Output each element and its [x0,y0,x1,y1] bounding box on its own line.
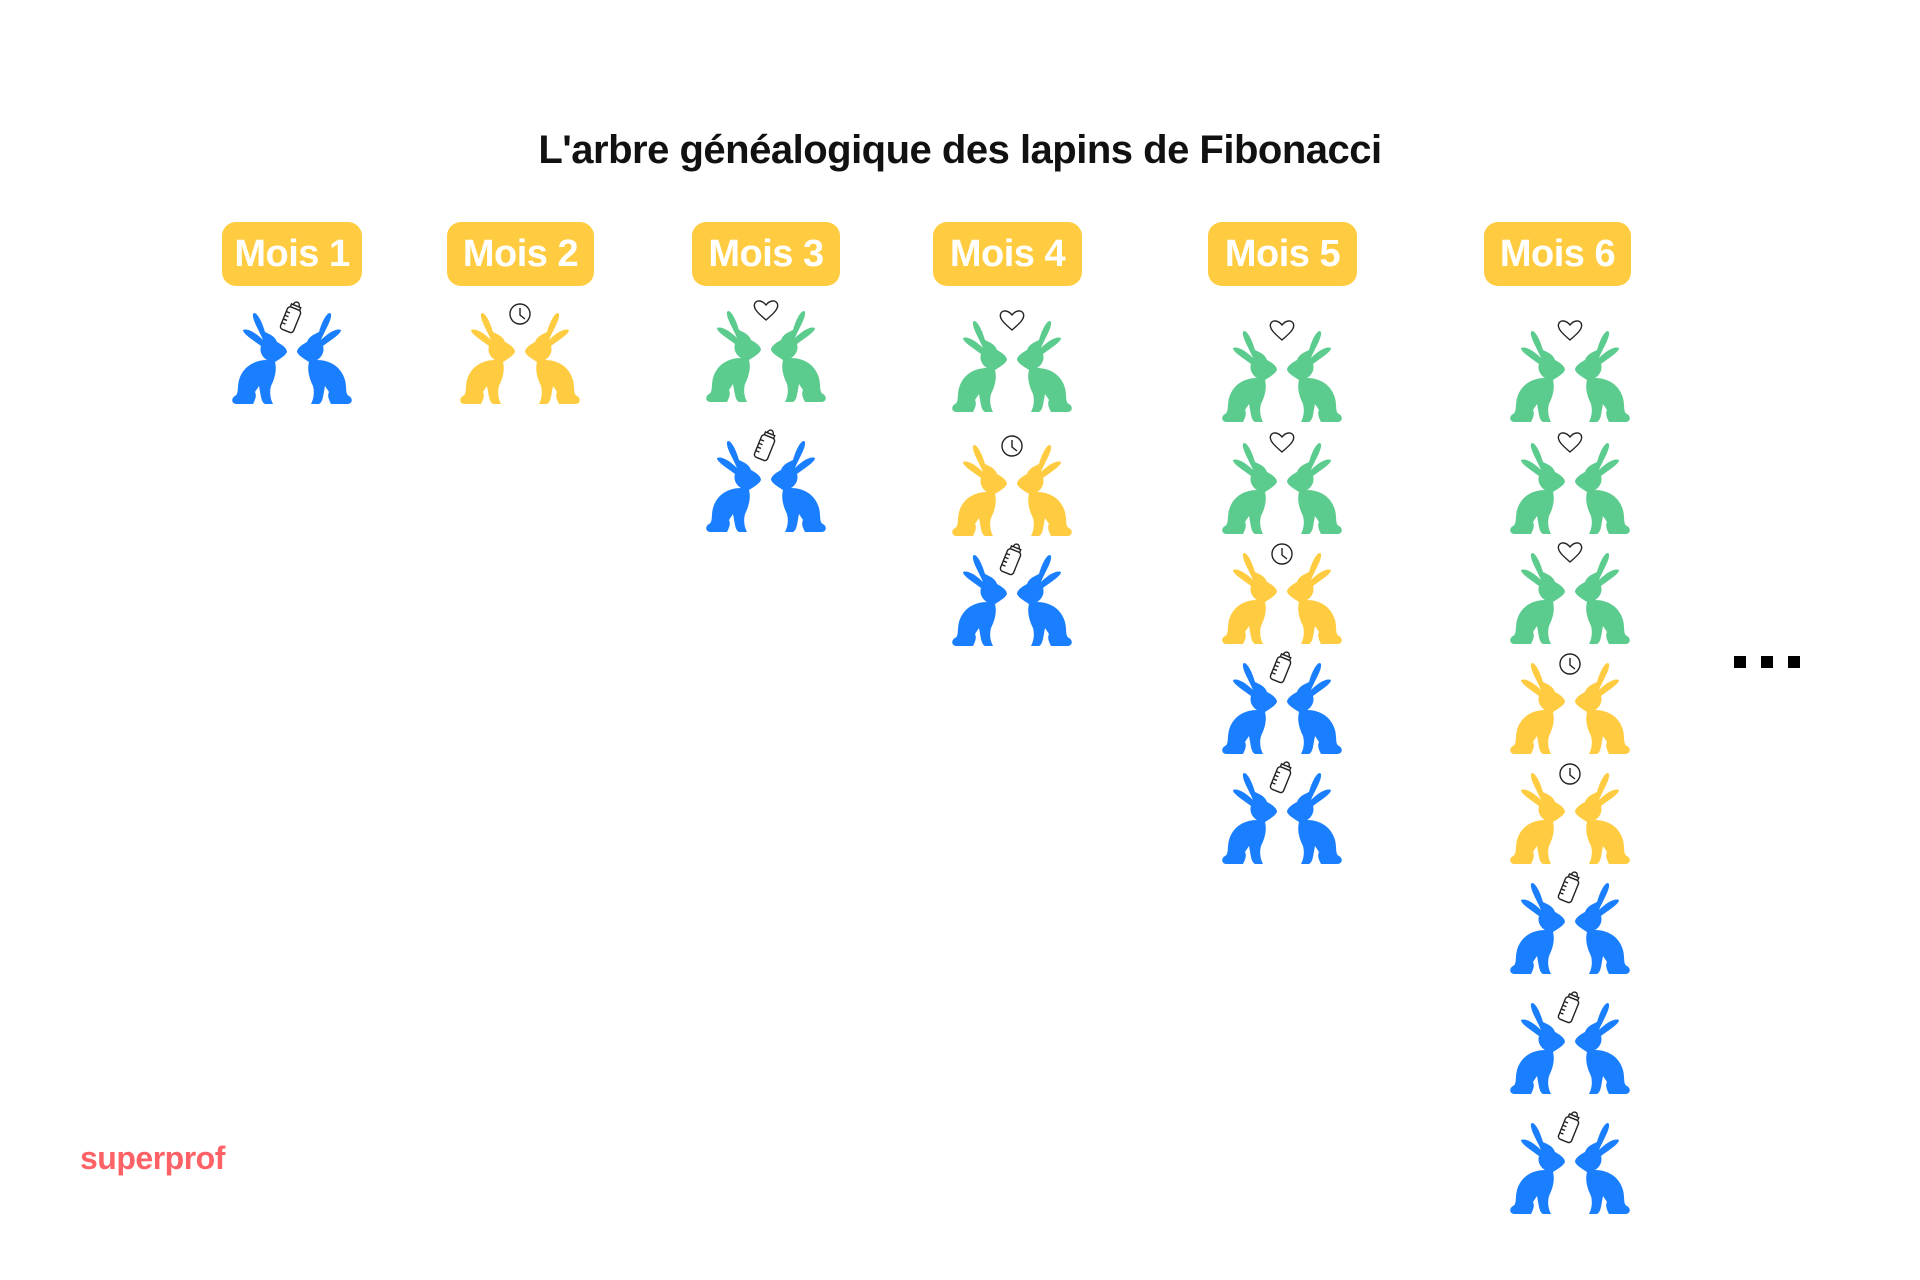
rabbit-pair-icon [706,300,826,402]
rabbit-pair-adult [1215,318,1349,428]
rabbit-pair-icon [952,435,1072,536]
rabbit-pair-newborn [225,300,359,410]
clock-icon [1271,543,1293,565]
bottle-icon [999,543,1022,576]
ellipsis-dot [1788,656,1800,668]
clock-icon [1559,653,1581,675]
month-badge-6: Mois 6 [1484,222,1631,286]
month-badge-1: Mois 1 [222,222,362,286]
heart-icon [1557,320,1583,341]
rabbit-pair-young [1503,650,1637,760]
rabbit-pair-newborn [1503,870,1637,980]
rabbit-pair-newborn [945,542,1079,652]
month-badge-3: Mois 3 [692,222,840,286]
page-title: L'arbre généalogique des lapins de Fibon… [538,128,1382,172]
rabbit-pair-newborn [1215,760,1349,870]
month-badge-5: Mois 5 [1208,222,1357,286]
rabbit-pair-icon [232,301,352,404]
rabbit-pair-adult [945,308,1079,418]
rabbit-pair-icon [1222,543,1342,644]
rabbit-pair-young [1215,540,1349,650]
bottle-icon [1557,871,1580,904]
rabbit-pair-adult [699,298,833,408]
rabbit-pair-icon [1510,432,1630,534]
rabbit-pair-young [453,300,587,410]
bottle-icon [1557,1111,1580,1144]
heart-icon [1557,432,1583,453]
rabbit-pair-icon [1510,871,1630,974]
rabbit-pair-adult [1503,430,1637,540]
ellipsis-dot [1734,656,1746,668]
superprof-logo: superprof [80,1140,225,1176]
rabbit-pair-icon [460,303,580,404]
rabbit-pair-newborn [1215,650,1349,760]
rabbit-pair-newborn [1503,990,1637,1100]
clock-icon [1559,763,1581,785]
heart-icon [1557,542,1583,563]
continuation-ellipsis [1734,656,1800,670]
rabbit-pair-icon [1510,763,1630,864]
rabbit-pair-icon [952,543,1072,646]
heart-icon [1269,320,1295,341]
rabbit-pair-adult [1215,430,1349,540]
rabbit-pair-young [945,432,1079,542]
heart-icon [1269,432,1295,453]
rabbit-pair-icon [1510,320,1630,422]
heart-icon [753,300,779,321]
rabbit-pair-icon [706,429,826,532]
month-badge-4: Mois 4 [933,222,1082,286]
month-badge-2: Mois 2 [447,222,594,286]
rabbit-pair-young [1503,760,1637,870]
rabbit-pair-adult [1503,540,1637,650]
rabbit-pair-icon [952,310,1072,412]
rabbit-pair-adult [1503,318,1637,428]
bottle-icon [279,301,302,334]
rabbit-pair-icon [1510,1111,1630,1214]
clock-icon [509,303,531,325]
rabbit-pair-newborn [699,428,833,538]
rabbit-pair-icon [1510,653,1630,754]
bottle-icon [1269,651,1292,684]
bottle-icon [753,429,776,462]
rabbit-pair-icon [1222,432,1342,534]
bottle-icon [1557,991,1580,1024]
rabbit-pair-icon [1222,320,1342,422]
rabbit-pair-icon [1222,651,1342,754]
ellipsis-dot [1761,656,1773,668]
heart-icon [999,310,1025,331]
rabbit-pair-newborn [1503,1110,1637,1220]
clock-icon [1001,435,1023,457]
rabbit-pair-icon [1510,991,1630,1094]
rabbit-pair-icon [1222,761,1342,864]
rabbit-pair-icon [1510,542,1630,644]
bottle-icon [1269,761,1292,794]
